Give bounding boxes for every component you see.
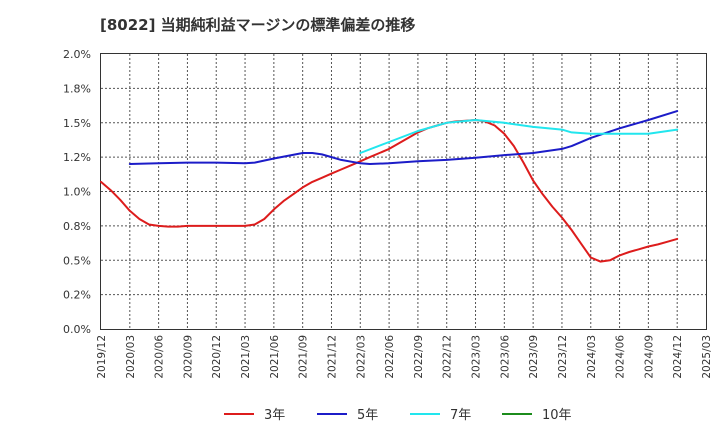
x-tick-label: 2023/06 <box>499 335 511 379</box>
plot-area <box>100 53 707 330</box>
x-tick-label: 2023/03 <box>471 335 483 379</box>
x-tick-label: 2020/06 <box>154 335 166 379</box>
x-tick-label: 2021/03 <box>240 335 252 379</box>
x-tick-label: 2024/12 <box>672 335 684 379</box>
legend-label-1: 5年 <box>357 408 378 423</box>
x-tick-label: 2025/03 <box>701 335 713 379</box>
y-tick-label: 2.0% <box>63 48 91 61</box>
series-line-1 <box>128 110 679 165</box>
y-tick-label: 1.5% <box>63 117 91 130</box>
x-tick-label: 2023/09 <box>528 335 540 379</box>
x-tick-label: 2024/03 <box>586 335 598 379</box>
y-tick-label: 0.2% <box>63 289 91 302</box>
y-tick-label: 1.2% <box>63 151 91 164</box>
legend-label-0: 3年 <box>264 408 285 423</box>
x-tick-label: 2024/06 <box>615 335 627 379</box>
y-tick-label: 0.8% <box>63 220 91 233</box>
chart-title: [8022] 当期純利益マージンの標準偏差の推移 <box>100 16 416 34</box>
x-tick-label: 2022/03 <box>355 335 367 379</box>
legend-label-2: 7年 <box>450 408 471 423</box>
x-tick-label: 2024/09 <box>643 335 655 379</box>
legend-label-3: 10年 <box>542 408 572 423</box>
y-tick-label: 1.0% <box>63 186 91 199</box>
x-tick-label: 2022/12 <box>442 335 454 379</box>
x-tick-label: 2019/12 <box>96 335 108 379</box>
x-tick-label: 2021/12 <box>326 335 338 379</box>
x-tick-label: 2021/09 <box>298 335 310 379</box>
legend: 3年 5年 7年 10年 <box>224 408 572 423</box>
y-tick-label: 0.5% <box>63 254 91 267</box>
y-tick-label: 1.8% <box>63 82 91 95</box>
x-tick-label: 2022/09 <box>413 335 425 379</box>
x-tick-label: 2023/12 <box>557 335 569 379</box>
x-tick-label: 2020/03 <box>125 335 137 379</box>
grid-layer <box>101 54 706 329</box>
x-axis-labels: 2019/12 2020/03 2020/06 2020/09 2020/12 2021/… <box>96 335 713 379</box>
x-tick-label: 2021/06 <box>269 335 281 379</box>
series-layer <box>100 110 679 263</box>
x-tick-label: 2022/06 <box>384 335 396 379</box>
y-axis-labels: 0.0% 0.2% 0.5% 0.8% 1.0% 1.2% 1.5% 1.8% 2.0% <box>63 48 91 336</box>
x-tick-label: 2020/12 <box>211 335 223 379</box>
series-line-0 <box>100 119 679 263</box>
x-tick-label: 2020/09 <box>182 335 194 379</box>
y-tick-label: 0.0% <box>63 323 91 336</box>
series-line-2 <box>359 119 679 154</box>
